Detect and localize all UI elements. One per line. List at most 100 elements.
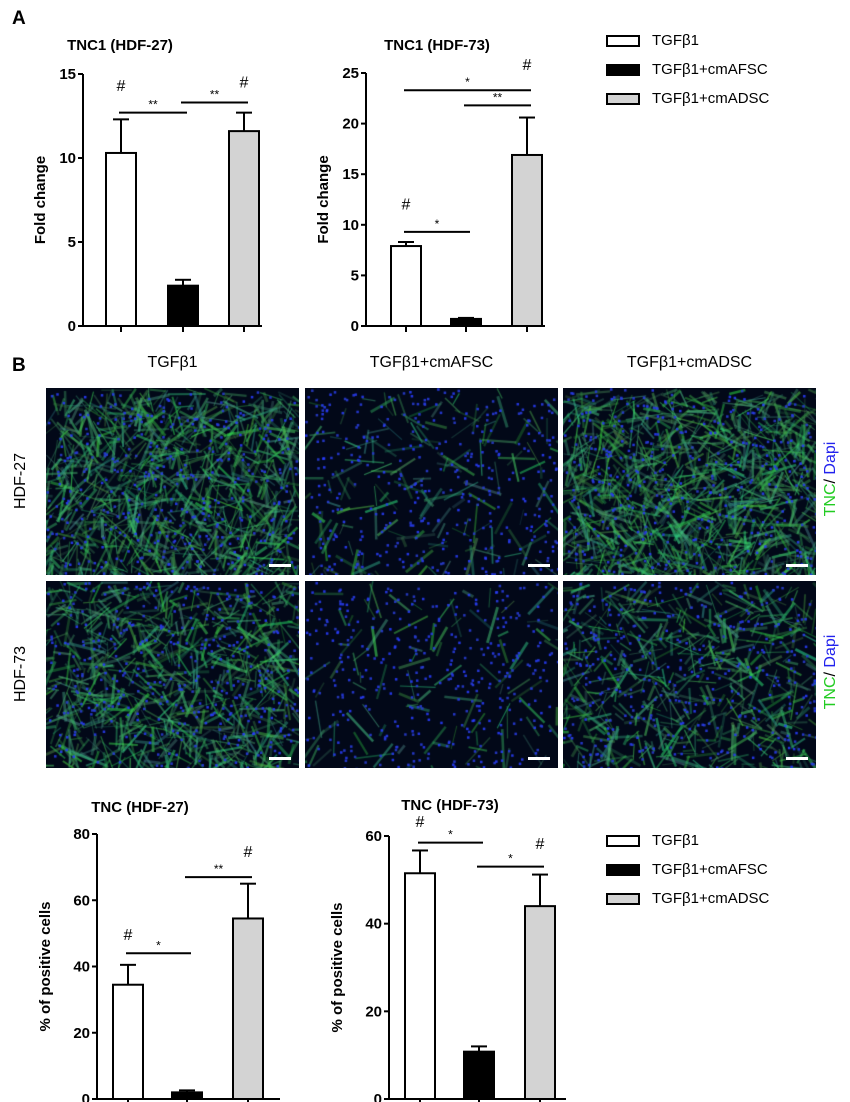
legend-item-cmadsc: TGFβ1+cmADSC	[606, 884, 769, 913]
column-label-tgfb1: TGFβ1	[147, 354, 198, 371]
stain-dapi: Dapi	[822, 441, 839, 475]
row-label-hdf27: HDF-27	[12, 453, 29, 510]
bar-0	[390, 245, 422, 327]
stain-sep: /	[822, 667, 839, 677]
bar-2	[232, 917, 264, 1100]
bar-2	[524, 905, 556, 1101]
legend-item-cmadsc: TGFβ1+cmADSC	[606, 84, 769, 113]
y-tick-label: 10	[59, 150, 76, 167]
legend-swatch	[606, 863, 640, 876]
y-tick-label: 60	[365, 828, 382, 845]
panel-letter-a: A	[12, 8, 26, 29]
stain-tnc: TNC	[822, 676, 839, 710]
y-tick-label: 40	[365, 916, 382, 933]
y-tick-label: 0	[351, 318, 359, 335]
hash-mark: #	[240, 74, 249, 91]
hash-mark: #	[244, 844, 253, 861]
legend-label: TGFβ1+cmADSC	[652, 890, 770, 907]
bar-1	[171, 1091, 203, 1100]
chart-title: TNC (HDF-27)	[91, 799, 189, 816]
chart-title: TNC1 (HDF-73)	[384, 37, 490, 54]
y-tick-label: 5	[351, 267, 359, 284]
y-tick-label: 0	[68, 318, 76, 335]
legend-bottom: TGFβ1 TGFβ1+cmAFSC TGFβ1+cmADSC	[606, 826, 769, 913]
stain-label-row2: TNC/ Dapi	[822, 612, 840, 732]
y-tick-label: 0	[374, 1091, 382, 1102]
legend-top: TGFβ1 TGFβ1+cmAFSC TGFβ1+cmADSC	[606, 26, 769, 113]
significance-label: **	[210, 88, 220, 102]
legend-swatch	[606, 63, 640, 76]
scale-bar	[786, 757, 808, 760]
legend-label: TGFβ1	[652, 32, 699, 49]
scale-bar	[269, 564, 291, 567]
scale-bar	[528, 757, 550, 760]
y-tick-label: 20	[342, 116, 359, 133]
bar-1	[167, 284, 199, 327]
legend-item-tgfb1: TGFβ1	[606, 26, 769, 55]
legend-swatch	[606, 892, 640, 905]
bar-2	[511, 153, 543, 327]
column-label-cmadsc: TGFβ1+cmADSC	[626, 354, 753, 371]
significance-label: **	[214, 862, 224, 876]
significance-label: **	[148, 98, 158, 112]
panel-letter-b: B	[12, 355, 26, 376]
chart-title: TNC (HDF-73)	[401, 797, 499, 814]
micrograph-hdf73-cmadsc	[563, 581, 816, 768]
hash-mark: #	[117, 78, 126, 95]
scale-bar	[786, 564, 808, 567]
hash-mark: #	[523, 57, 532, 74]
stain-sep: /	[822, 474, 839, 484]
y-tick-label: 15	[342, 166, 359, 183]
bar-2	[228, 130, 260, 327]
row-label-hdf73: HDF-73	[12, 646, 29, 703]
bar-1	[450, 317, 482, 327]
stain-tnc: TNC	[822, 483, 839, 517]
legend-label: TGFβ1+cmADSC	[652, 90, 770, 107]
y-tick-label: 80	[73, 826, 90, 843]
stain-label-row1: TNC/ Dapi	[822, 419, 840, 539]
y-axis-label: % of positive cells	[37, 901, 54, 1031]
bar-0	[112, 983, 144, 1100]
micrograph-hdf73-tgfb1	[46, 581, 299, 768]
significance-label: **	[493, 90, 503, 104]
significance-label: *	[435, 217, 440, 231]
hash-mark: #	[536, 836, 545, 853]
micrograph-hdf73-cmafsc	[305, 581, 558, 768]
y-tick-label: 60	[73, 892, 90, 909]
legend-item-tgfb1: TGFβ1	[606, 826, 769, 855]
y-tick-label: 20	[365, 1003, 382, 1020]
bar-0	[404, 872, 436, 1101]
y-tick-label: 25	[342, 65, 359, 82]
legend-item-cmafsc: TGFβ1+cmAFSC	[606, 55, 769, 84]
scale-bar	[528, 564, 550, 567]
y-axis-label: Fold change	[32, 156, 49, 244]
legend-item-cmafsc: TGFβ1+cmAFSC	[606, 855, 769, 884]
y-axis-label: Fold change	[315, 155, 332, 243]
significance-label: *	[156, 938, 161, 952]
y-tick-label: 15	[59, 66, 76, 83]
legend-swatch	[606, 34, 640, 47]
significance-label: *	[508, 852, 513, 866]
legend-label: TGFβ1	[652, 832, 699, 849]
bar-0	[105, 151, 137, 327]
legend-swatch	[606, 834, 640, 847]
legend-label: TGFβ1+cmAFSC	[652, 861, 768, 878]
significance-label: *	[448, 828, 453, 842]
y-tick-label: 10	[342, 217, 359, 234]
hash-mark: #	[416, 814, 425, 831]
y-axis-label: % of positive cells	[329, 902, 346, 1032]
scale-bar	[269, 757, 291, 760]
y-tick-label: 20	[73, 1025, 90, 1042]
hash-mark: #	[124, 927, 133, 944]
legend-swatch	[606, 92, 640, 105]
column-label-cmafsc: TGFβ1+cmAFSC	[369, 354, 494, 371]
hash-mark: #	[402, 197, 411, 214]
y-tick-label: 0	[82, 1091, 90, 1102]
stain-dapi: Dapi	[822, 634, 839, 668]
micrograph-hdf27-cmadsc	[563, 388, 816, 575]
micrograph-hdf27-cmafsc	[305, 388, 558, 575]
micrograph-hdf27-tgfb1	[46, 388, 299, 575]
chart-title: TNC1 (HDF-27)	[67, 37, 173, 54]
